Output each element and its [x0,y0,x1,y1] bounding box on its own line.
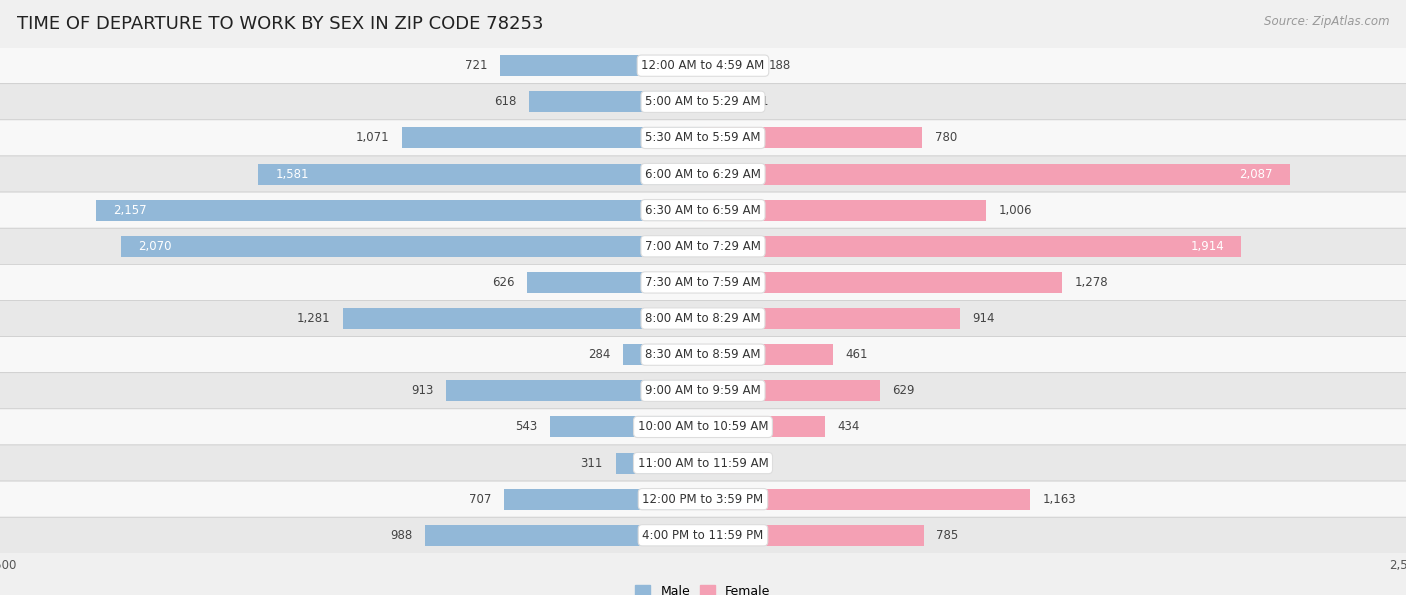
Bar [259,164,703,184]
Text: 2,157: 2,157 [114,203,148,217]
Text: 1,006: 1,006 [998,203,1032,217]
Text: 8:00 AM to 8:29 AM: 8:00 AM to 8:29 AM [645,312,761,325]
FancyBboxPatch shape [0,337,1406,372]
Text: 1,163: 1,163 [1043,493,1077,506]
Text: 6:30 AM to 6:59 AM: 6:30 AM to 6:59 AM [645,203,761,217]
Text: Source: ZipAtlas.com: Source: ZipAtlas.com [1264,15,1389,28]
Text: 4:00 PM to 11:59 PM: 4:00 PM to 11:59 PM [643,529,763,542]
Text: 1,914: 1,914 [1191,240,1225,253]
Bar [703,55,756,76]
Text: 780: 780 [935,131,957,145]
Bar [529,91,703,112]
FancyBboxPatch shape [0,300,1406,337]
Text: 284: 284 [588,348,610,361]
Text: TIME OF DEPARTURE TO WORK BY SEX IN ZIP CODE 78253: TIME OF DEPARTURE TO WORK BY SEX IN ZIP … [17,15,543,33]
FancyBboxPatch shape [0,481,1406,517]
FancyBboxPatch shape [0,192,1406,228]
FancyBboxPatch shape [0,517,1406,553]
Text: 7:00 AM to 7:29 AM: 7:00 AM to 7:29 AM [645,240,761,253]
Bar [121,236,703,257]
Bar [343,308,703,329]
Text: 461: 461 [845,348,868,361]
Text: 2,087: 2,087 [1240,168,1272,180]
FancyBboxPatch shape [0,372,1406,409]
FancyBboxPatch shape [0,84,1406,120]
Text: 913: 913 [411,384,433,397]
Text: 6:00 AM to 6:29 AM: 6:00 AM to 6:29 AM [645,168,761,180]
Text: 7:30 AM to 7:59 AM: 7:30 AM to 7:59 AM [645,276,761,289]
Bar [446,380,703,401]
Text: 188: 188 [769,59,790,72]
Text: 1,281: 1,281 [297,312,330,325]
Text: 10:00 AM to 10:59 AM: 10:00 AM to 10:59 AM [638,421,768,433]
FancyBboxPatch shape [0,228,1406,264]
Text: 434: 434 [838,421,860,433]
Text: 5:30 AM to 5:59 AM: 5:30 AM to 5:59 AM [645,131,761,145]
Text: 9:00 AM to 9:59 AM: 9:00 AM to 9:59 AM [645,384,761,397]
Bar [425,525,703,546]
Text: 785: 785 [936,529,959,542]
Text: 543: 543 [516,421,537,433]
Legend: Male, Female: Male, Female [630,580,776,595]
Text: 721: 721 [465,59,488,72]
Text: 988: 988 [391,529,412,542]
Text: 115: 115 [748,456,770,469]
Text: 707: 707 [470,493,492,506]
Bar [703,488,1031,510]
Bar [703,91,734,112]
Bar [703,344,832,365]
Text: 12:00 AM to 4:59 AM: 12:00 AM to 4:59 AM [641,59,765,72]
Bar [550,416,703,437]
Bar [616,453,703,474]
Bar [703,308,960,329]
Bar [505,488,703,510]
Bar [703,416,825,437]
FancyBboxPatch shape [0,156,1406,192]
Text: 629: 629 [893,384,915,397]
Text: 5:00 AM to 5:29 AM: 5:00 AM to 5:29 AM [645,95,761,108]
Bar [703,164,1289,184]
Bar [703,380,880,401]
Bar [527,272,703,293]
Bar [402,127,703,148]
Text: 11:00 AM to 11:59 AM: 11:00 AM to 11:59 AM [638,456,768,469]
Bar [703,272,1063,293]
FancyBboxPatch shape [0,120,1406,156]
Text: 1,581: 1,581 [276,168,309,180]
Bar [97,200,703,221]
FancyBboxPatch shape [0,409,1406,445]
Text: 311: 311 [581,456,603,469]
Text: 2,070: 2,070 [138,240,172,253]
Bar [623,344,703,365]
Bar [703,200,986,221]
Text: 111: 111 [747,95,769,108]
Text: 626: 626 [492,276,515,289]
FancyBboxPatch shape [0,445,1406,481]
Bar [703,127,922,148]
Text: 8:30 AM to 8:59 AM: 8:30 AM to 8:59 AM [645,348,761,361]
Text: 1,071: 1,071 [356,131,389,145]
Text: 12:00 PM to 3:59 PM: 12:00 PM to 3:59 PM [643,493,763,506]
Text: 618: 618 [494,95,516,108]
FancyBboxPatch shape [0,48,1406,84]
Bar [703,525,924,546]
Bar [703,236,1241,257]
Bar [501,55,703,76]
Text: 1,278: 1,278 [1076,276,1109,289]
Bar [703,453,735,474]
Text: 914: 914 [973,312,995,325]
FancyBboxPatch shape [0,264,1406,300]
